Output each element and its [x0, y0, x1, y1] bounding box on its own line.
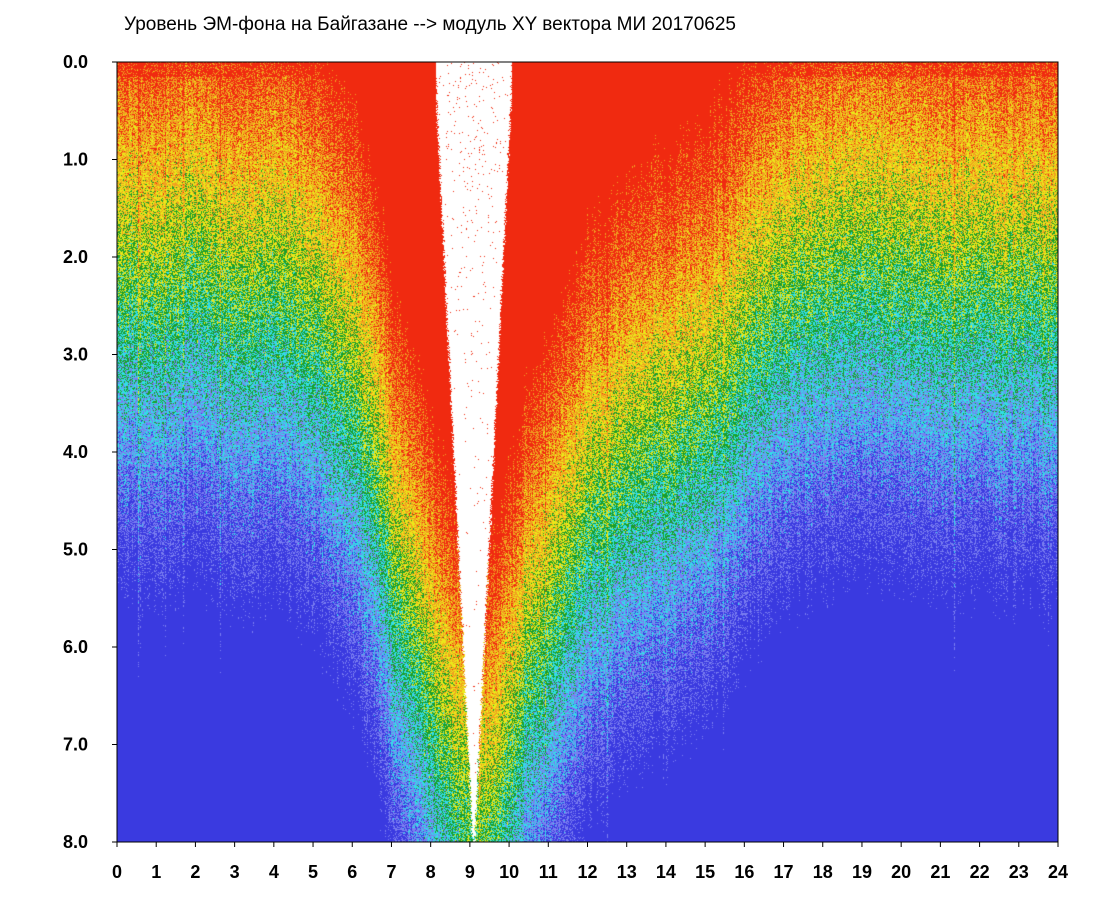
x-tick-label: 0	[112, 862, 122, 882]
x-tick-label: 24	[1048, 862, 1068, 882]
x-tick-label: 5	[308, 862, 318, 882]
y-tick-label: 6.0	[63, 637, 88, 657]
heatmap-image	[117, 62, 1058, 842]
x-tick-label: 1	[151, 862, 161, 882]
y-tick-label: 4.0	[63, 442, 88, 462]
x-tick-label: 8	[426, 862, 436, 882]
y-axis-tick-labels: 0.0 1.0 2.0 3.0 4.0 5.0 6.0 7.0 8.0	[63, 52, 88, 852]
y-tick-label: 0.0	[63, 52, 88, 72]
x-axis-tick-labels: 0 1 2 3 4 5 6 7 8 9 10 11 12 13 14 15 16 17 18 19 20 21 22 23 24	[112, 862, 1068, 882]
chart-title: Уровень ЭМ-фона на Байгазане --> модуль …	[124, 14, 736, 35]
x-tick-label: 23	[1009, 862, 1029, 882]
x-tick-label: 7	[386, 862, 396, 882]
x-tick-label: 22	[970, 862, 990, 882]
x-tick-label: 19	[852, 862, 872, 882]
y-tick-label: 1.0	[63, 150, 88, 170]
x-tick-label: 12	[577, 862, 597, 882]
x-tick-label: 14	[656, 862, 676, 882]
x-tick-label: 20	[891, 862, 911, 882]
x-tick-label: 21	[930, 862, 950, 882]
x-tick-label: 13	[617, 862, 637, 882]
x-tick-label: 17	[774, 862, 794, 882]
heatmap-plot-area	[117, 62, 1058, 842]
x-tick-label: 2	[190, 862, 200, 882]
x-tick-label: 6	[347, 862, 357, 882]
y-tick-label: 2.0	[63, 247, 88, 267]
axis-ticks	[112, 61, 1059, 847]
x-tick-label: 10	[499, 862, 519, 882]
plot-frame	[116, 61, 1059, 843]
x-tick-label: 11	[539, 862, 558, 882]
x-tick-label: 18	[813, 862, 833, 882]
x-tick-label: 15	[695, 862, 715, 882]
x-tick-label: 4	[269, 862, 279, 882]
x-tick-label: 16	[734, 862, 754, 882]
y-tick-label: 5.0	[63, 540, 88, 560]
y-tick-label: 3.0	[63, 345, 88, 365]
y-tick-label: 8.0	[63, 832, 88, 852]
x-tick-label: 3	[230, 862, 240, 882]
x-tick-label: 9	[465, 862, 475, 882]
y-tick-label: 7.0	[63, 735, 88, 755]
